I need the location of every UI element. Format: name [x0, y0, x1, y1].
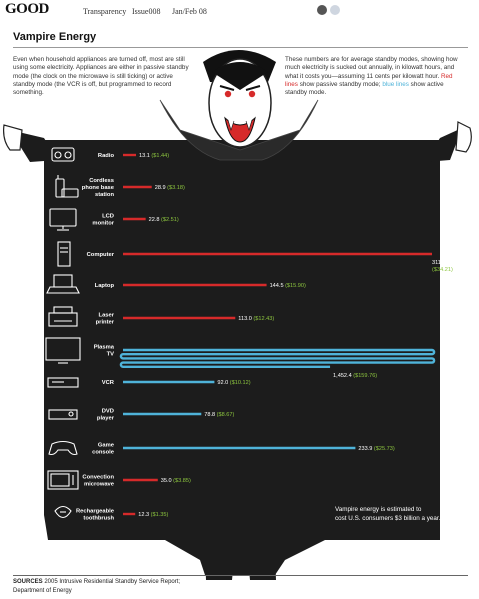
section-label[interactable]: Transparency [83, 7, 127, 16]
bar-6 [119, 348, 436, 368]
value-label-1: 28.9 ($3.18) [155, 185, 185, 191]
laser-printer-icon [48, 306, 78, 327]
intro-right-end: show active standby mode. [285, 80, 444, 97]
category-label-11-1: toothbrush [83, 515, 114, 521]
footer: SOURCES 2005 Intrusive Residential Stand… [13, 578, 313, 596]
dvd-player-icon [48, 409, 78, 420]
value-label-7: 92.0 ($10.12) [217, 380, 250, 386]
cordless-phone-icon [55, 175, 79, 198]
plasma-tv-icon [45, 337, 81, 364]
category-label-1-2: station [95, 192, 114, 198]
issue-label[interactable]: Issue008 [132, 7, 161, 16]
category-label-2-1: monitor [92, 220, 114, 226]
category-label-0-0: Radio [98, 153, 115, 159]
value-label-4: 144.5 ($15.90) [270, 283, 306, 289]
microwave-icon [47, 470, 79, 490]
value-label-5: 113.0 ($12.43) [238, 316, 274, 322]
chart-bars [119, 153, 436, 516]
site-header: GOOD Transparency Issue008 Jan/Feb 08 [0, 0, 479, 24]
category-label-5-0: Laser [99, 313, 115, 319]
left-arm [10, 130, 58, 162]
sources-line-1: 2005 Intrusive Residential Standby Servi… [44, 579, 181, 585]
footer-rule [13, 575, 468, 576]
intro-right-mid: show passive standby mode; [299, 80, 381, 88]
right-hand [455, 121, 472, 153]
category-label-9-1: console [92, 449, 115, 455]
intro-left: Even when household appliances are turne… [13, 56, 189, 97]
radio-icon [51, 147, 75, 162]
callout-line-2: cost U.S. consumers $3 billion a year. [335, 515, 441, 522]
category-label-11-0: Rechargeable [76, 509, 115, 515]
vampire-legs [205, 555, 276, 580]
category-label-8-0: DVD [102, 409, 114, 415]
category-label-4-0: Laptop [95, 283, 115, 289]
intro-right: These numbers are for average standby mo… [285, 56, 465, 97]
laptop-icon [46, 274, 80, 294]
category-label-10-0: Convection [82, 475, 114, 481]
value-label-0: 13.1 ($1.44) [139, 153, 169, 159]
category-label-1-1: phone base [82, 185, 115, 191]
value-label-9: 233.9 ($25.73) [358, 446, 394, 452]
globe-icon[interactable] [330, 5, 340, 15]
value-label-10: 35.0 ($3.85) [161, 478, 191, 484]
appliance-icons [45, 147, 81, 519]
callout-line-1: Vampire energy is estimated to [335, 506, 422, 513]
value-label-6: 1,452.4 ($159.76) [333, 373, 377, 379]
issue-date: Jan/Feb 08 [172, 7, 207, 16]
toothbrush-icon [54, 505, 72, 519]
value-label-11: 12.3 ($1.35) [138, 512, 168, 518]
right-arm [425, 128, 462, 162]
value-label-2: 22.8 ($2.51) [149, 217, 179, 223]
category-label-9-0: Game [98, 443, 115, 449]
share-icon[interactable] [317, 5, 327, 15]
computer-tower-icon [57, 241, 71, 267]
magazine-logo[interactable]: GOOD [5, 1, 49, 17]
vcr-icon [47, 377, 79, 388]
left-hand [3, 124, 23, 151]
category-label-7-0: VCR [102, 380, 115, 386]
value-label-3: 311.0 ($34.21) [432, 260, 453, 273]
sources-label: SOURCES [13, 579, 43, 585]
category-label-8-1: player [97, 415, 115, 421]
title-rule [13, 47, 468, 48]
value-label-8: 78.8 ($8.67) [204, 412, 234, 418]
value-labels: 13.1 ($1.44) 28.9 ($3.18) 22.8 ($2.51) 311.0 ($… [138, 153, 453, 518]
intro-right-text: These numbers are for average standby mo… [285, 56, 458, 80]
cape-collar [159, 99, 319, 161]
category-label-6-1: TV [107, 351, 115, 357]
category-label-2-0: LCD [102, 214, 114, 220]
red-lines-key: Red lines [285, 72, 453, 88]
game-controller-icon [48, 440, 78, 456]
sources-line-2: Department of Energy [13, 588, 72, 594]
category-label-6-0: Plasma [94, 345, 115, 351]
category-label-1-0: Cordless [89, 178, 114, 184]
page-title: Vampire Energy [13, 31, 97, 43]
vampire-head [203, 50, 276, 148]
vampire-figure [3, 50, 472, 580]
lcd-monitor-icon [49, 208, 77, 231]
category-label-10-1: microwave [84, 481, 115, 487]
category-label-5-1: printer [96, 319, 115, 325]
blue-lines-key: blue lines [382, 80, 409, 88]
category-label-3-0: Computer [87, 252, 115, 258]
